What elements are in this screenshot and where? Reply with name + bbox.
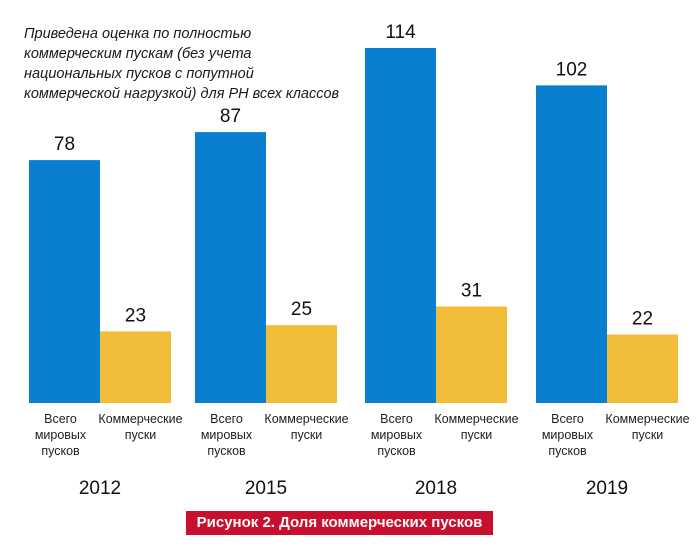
- series-label-line: пусков: [41, 444, 80, 458]
- commercial-launches-bar: [100, 331, 171, 403]
- series-label-line: Всего: [44, 412, 77, 426]
- bar-value-label: 114: [385, 22, 416, 43]
- series-label-line: Коммерческие: [98, 412, 182, 426]
- series-label-line: пуски: [632, 428, 664, 442]
- series-label-line: мировых: [371, 428, 423, 442]
- series-label-line: пусков: [548, 444, 587, 458]
- year-tick-label: 2015: [245, 478, 287, 499]
- bar-value-label: 78: [54, 134, 75, 155]
- year-tick-label: 2018: [415, 478, 457, 499]
- commercial-launches-bar: [436, 306, 507, 403]
- year-tick-label: 2012: [79, 478, 121, 499]
- series-label-line: Коммерческие: [605, 412, 689, 426]
- bar-value-label: 22: [632, 308, 653, 329]
- total-launches-bar: [195, 132, 266, 403]
- bar-value-label: 25: [291, 299, 312, 320]
- bar-value-label: 87: [220, 106, 241, 127]
- bar-value-label: 102: [556, 59, 588, 80]
- series-label-line: пусков: [207, 444, 246, 458]
- commercial-launches-bar: [266, 325, 337, 403]
- total-launches-bar: [365, 48, 436, 403]
- note-line: национальных пусков с попутной: [24, 66, 254, 82]
- series-label-line: мировых: [35, 428, 87, 442]
- series-label-line: пуски: [125, 428, 157, 442]
- series-label-line: Коммерческие: [434, 412, 518, 426]
- series-label-line: мировых: [201, 428, 253, 442]
- series-label-line: мировых: [542, 428, 594, 442]
- series-label-line: пуски: [291, 428, 323, 442]
- series-label-line: Всего: [210, 412, 243, 426]
- series-label-line: пуски: [461, 428, 493, 442]
- series-label-line: пусков: [377, 444, 416, 458]
- bar-value-label: 23: [125, 305, 146, 326]
- series-label-line: Коммерческие: [264, 412, 348, 426]
- note-line: коммерческим пускам (без учета: [24, 46, 252, 62]
- note-line: Приведена оценка по полностью: [24, 26, 252, 42]
- bar-value-label: 31: [461, 280, 482, 301]
- chart-note: Приведена оценка по полностью коммерческ…: [24, 24, 384, 104]
- total-launches-bar: [29, 160, 100, 403]
- commercial-launches-bar: [607, 334, 678, 403]
- year-tick-label: 2019: [586, 478, 628, 499]
- total-launches-bar: [536, 85, 607, 404]
- series-label-line: Всего: [551, 412, 584, 426]
- figure-caption: Рисунок 2. Доля коммерческих пусков: [186, 511, 493, 535]
- note-line: коммерческой нагрузкой) для РН всех клас…: [24, 86, 340, 102]
- series-label-line: Всего: [380, 412, 413, 426]
